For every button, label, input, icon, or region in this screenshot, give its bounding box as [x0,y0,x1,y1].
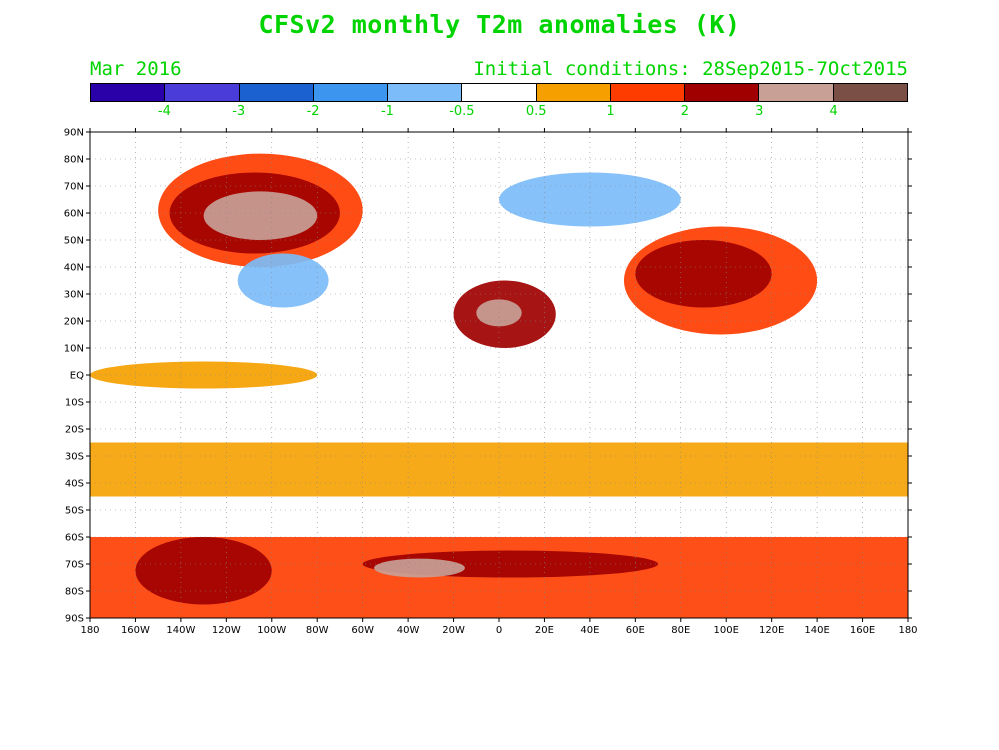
lon-label: 40E [580,625,599,636]
colorbar-swatch [388,84,463,101]
anomaly-region [203,191,318,240]
lat-label: 10N [64,344,84,355]
anomaly-region [374,558,465,578]
colorbar-tick-label: -2 [306,104,320,119]
anomaly-region [90,442,908,497]
lon-label: 120W [212,625,241,636]
lat-label: EQ [70,371,84,382]
colorbar-swatch [462,84,537,101]
anomaly-region [237,253,329,308]
anomaly-region [499,172,681,227]
lon-label: 180 [898,625,917,636]
lon-label: 140W [166,625,195,636]
lon-label: 20E [535,625,554,636]
lat-label: 70S [65,560,84,571]
lat-label: 30S [65,452,84,463]
colorbar-tick-label: 2 [680,104,690,119]
lat-label: 20N [64,317,84,328]
lon-label: 20W [442,625,465,636]
lon-label: 0 [496,625,502,636]
lon-label: 160E [850,625,875,636]
colorbar-tick-label: -0.5 [449,104,475,119]
anomaly-region [90,361,318,389]
lat-label: 50N [64,236,84,247]
colorbar-tick-label: -4 [157,104,171,119]
lat-label: 80N [64,155,84,166]
lat-label: 80S [65,587,84,598]
colorbar-tick-label: -3 [232,104,246,119]
colorbar-swatch [536,84,611,101]
colorbar-tick-label: 0.5 [525,104,547,119]
lat-label: 40N [64,263,84,274]
lon-label: 120E [759,625,784,636]
lat-label: 30N [64,290,84,301]
lon-label: 80E [671,625,690,636]
colorbar-tick-label: -1 [380,104,394,119]
lon-label: 80W [306,625,329,636]
colorbar-swatch [610,84,686,101]
lat-label: 20S [65,425,84,436]
lon-label: 100W [257,625,286,636]
anomaly-region [135,537,272,605]
lat-label: 40S [65,479,84,490]
colorbar-swatch [833,84,907,101]
lat-label: 60S [65,533,84,544]
colorbar-swatch [313,84,389,101]
lon-label: 60W [351,625,374,636]
anomaly-region [635,240,772,308]
lat-label: 60N [64,209,84,220]
lon-label: 60E [626,625,645,636]
colorbar-swatch [685,84,760,101]
lon-label: 100E [714,625,739,636]
lat-label: 90S [65,614,84,625]
lon-label: 140E [804,625,829,636]
colorbar-legend [90,83,908,102]
lat-label: 50S [65,506,84,517]
lon-label: 40W [397,625,420,636]
colorbar-tick-label: 4 [829,104,838,119]
lon-label: 180 [80,625,99,636]
chart-title: CFSv2 monthly T2m anomalies (K) [258,10,741,39]
colorbar-tick-label: 1 [606,104,615,119]
colorbar-swatch [239,84,314,101]
lon-label: 160W [121,625,150,636]
valid-month-label: Mar 2016 [90,58,182,80]
lat-label: 10S [65,398,84,409]
colorbar-swatch [759,84,834,101]
initial-conditions-label: Initial conditions: 28Sep2015-7Oct2015 [473,58,908,80]
lat-label: 70N [64,182,84,193]
colorbar-swatch [91,84,166,101]
colorbar-swatch [165,84,240,101]
colorbar-tick-label: 3 [755,104,764,119]
lat-label: 90N [64,128,84,139]
